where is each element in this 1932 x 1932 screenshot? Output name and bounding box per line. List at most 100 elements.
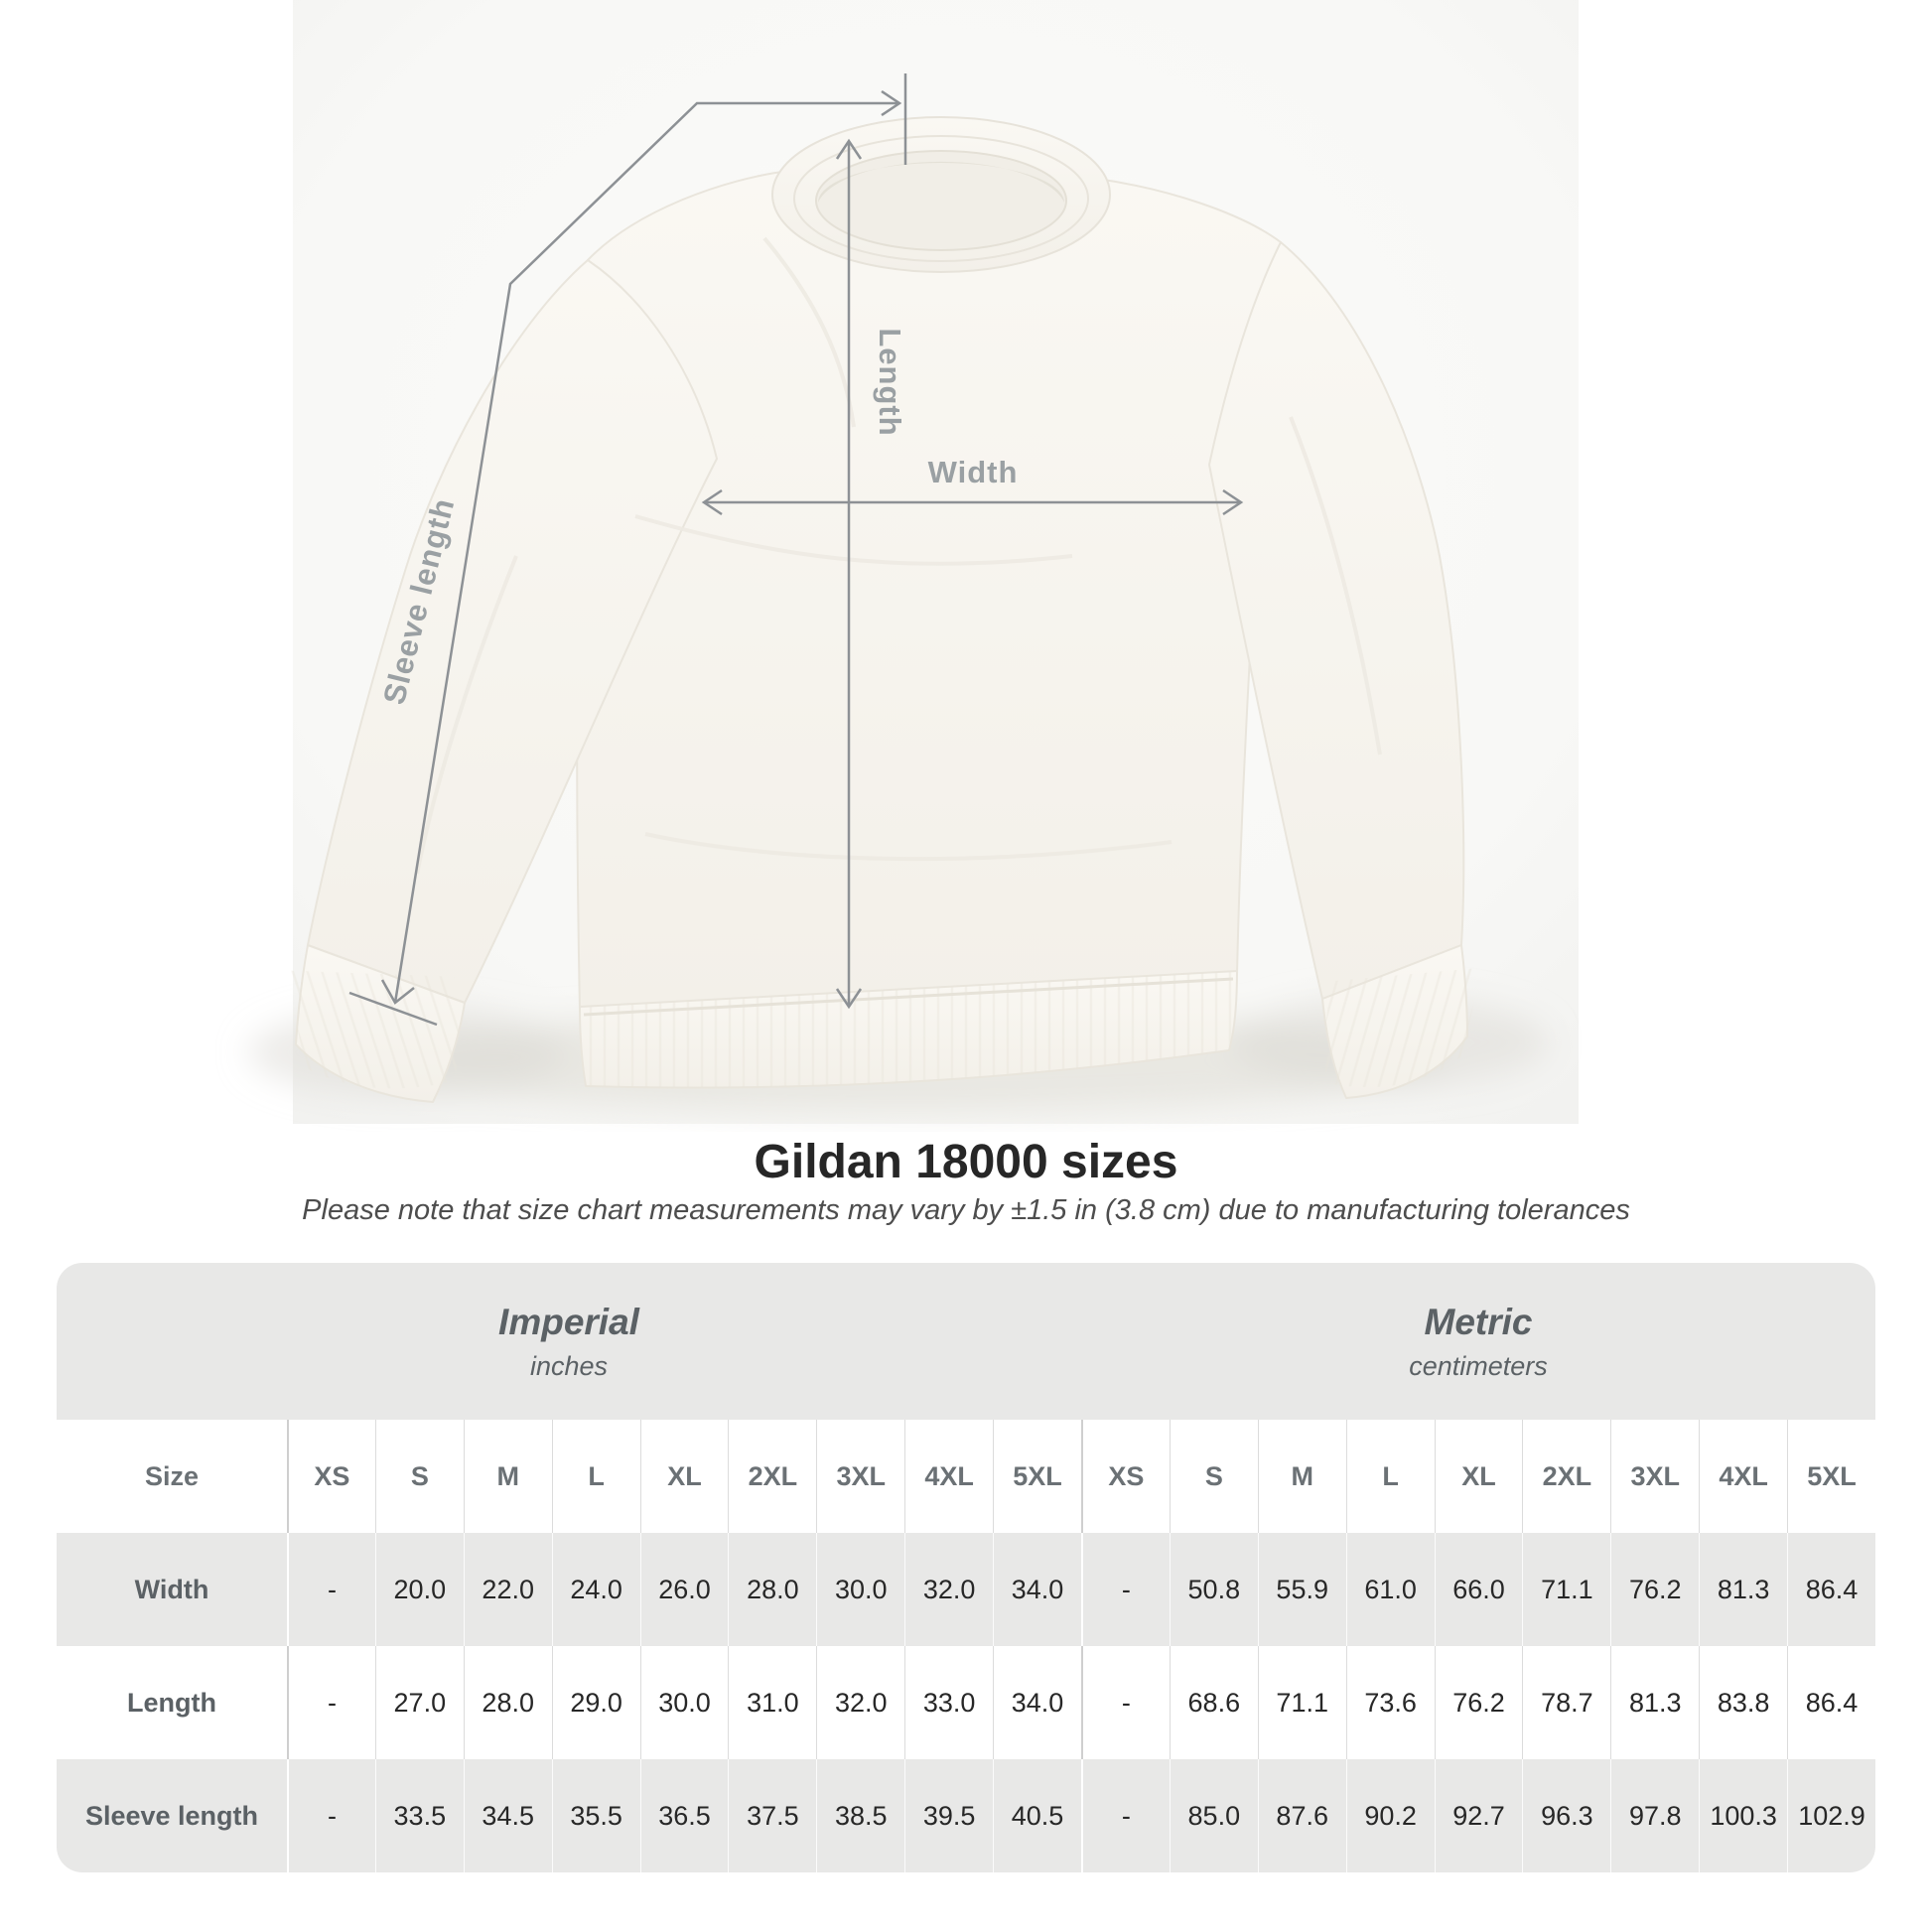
value-cell: 35.5 bbox=[551, 1759, 640, 1872]
value-cell: 81.3 bbox=[1699, 1533, 1787, 1646]
value-cell: 2XL bbox=[1522, 1420, 1610, 1533]
value-cell: 71.1 bbox=[1522, 1533, 1610, 1646]
value-cell: 31.0 bbox=[728, 1646, 816, 1759]
size-table: Imperial inches Metric centimeters Size X… bbox=[57, 1263, 1875, 1872]
value-cell: - bbox=[287, 1759, 375, 1872]
value-cell: 40.5 bbox=[993, 1759, 1081, 1872]
value-cell: 100.3 bbox=[1699, 1759, 1787, 1872]
value-cell: 97.8 bbox=[1610, 1759, 1699, 1872]
sweatshirt-illustration bbox=[287, 116, 1480, 1103]
collar bbox=[771, 116, 1111, 273]
value-cell: 2XL bbox=[728, 1420, 816, 1533]
value-cell: 90.2 bbox=[1345, 1759, 1435, 1872]
value-cell: 102.9 bbox=[1787, 1759, 1875, 1872]
value-cell: 34.5 bbox=[463, 1759, 552, 1872]
row-label-cell: Size bbox=[144, 1460, 200, 1491]
value-cell: 76.2 bbox=[1610, 1533, 1699, 1646]
value-cell: 37.5 bbox=[728, 1759, 816, 1872]
width-measure-line bbox=[701, 488, 1244, 516]
value-cell: 32.0 bbox=[816, 1646, 904, 1759]
value-cell: 5XL bbox=[1787, 1420, 1875, 1533]
row-label-cell: Width bbox=[134, 1574, 209, 1604]
value-cell: 96.3 bbox=[1522, 1759, 1610, 1872]
fabric-creases bbox=[415, 236, 1382, 875]
value-cell: 30.0 bbox=[639, 1646, 729, 1759]
value-cell: 71.1 bbox=[1257, 1646, 1346, 1759]
left-cuff-rib-texture bbox=[287, 970, 459, 1089]
value-cell: 83.8 bbox=[1699, 1646, 1787, 1759]
value-cell: 87.6 bbox=[1257, 1759, 1346, 1872]
value-cell: S bbox=[374, 1420, 464, 1533]
value-cell: 39.5 bbox=[904, 1759, 993, 1872]
size-header-row: Size XS S M L XL 2XL 3XL 4XL 5XL XS S M L XL 2XL 3XL 4XL 5… bbox=[57, 1420, 1875, 1533]
value-cell: 86.4 bbox=[1787, 1533, 1875, 1646]
value-cell: 30.0 bbox=[816, 1533, 904, 1646]
page-title: Gildan 18000 sizes bbox=[754, 1136, 1178, 1188]
value-cell: 32.0 bbox=[904, 1533, 993, 1646]
value-cell: M bbox=[1257, 1420, 1346, 1533]
value-cell: 66.0 bbox=[1434, 1533, 1523, 1646]
value-cell: L bbox=[1345, 1420, 1435, 1533]
width-label: Width bbox=[928, 455, 1019, 489]
value-cell: 4XL bbox=[904, 1420, 993, 1533]
tolerance-note: Please note that size chart measurements… bbox=[302, 1194, 1630, 1226]
value-cell: 85.0 bbox=[1169, 1759, 1258, 1872]
value-cell: 5XL bbox=[993, 1420, 1081, 1533]
value-cell: 81.3 bbox=[1610, 1646, 1699, 1759]
garment-diagram: Length Width Sleeve length bbox=[248, 0, 1579, 1124]
value-cell: - bbox=[287, 1646, 375, 1759]
value-cell: 78.7 bbox=[1522, 1646, 1610, 1759]
value-cell: 24.0 bbox=[551, 1533, 640, 1646]
value-cell: 27.0 bbox=[374, 1646, 464, 1759]
value-cell: 61.0 bbox=[1345, 1533, 1435, 1646]
size-table-body: Size XS S M L XL 2XL 3XL 4XL 5XL XS S M L XL 2XL 3XL 4XL 5… bbox=[57, 1420, 1875, 1872]
hem-seam bbox=[583, 977, 1234, 1017]
value-cell: 76.2 bbox=[1434, 1646, 1523, 1759]
value-cell: 26.0 bbox=[639, 1533, 729, 1646]
value-cell: 3XL bbox=[816, 1420, 904, 1533]
hem-rib-texture bbox=[580, 971, 1237, 1088]
sleeve-length-measure-line bbox=[348, 73, 907, 1027]
row-label-cell: Length bbox=[127, 1687, 216, 1718]
value-cell: XL bbox=[1434, 1420, 1523, 1533]
sweatshirt-body bbox=[576, 170, 1282, 1012]
measure-row: Length -27.0 28.0 29.0 30.0 31.0 32.0 33.0 34.0-… bbox=[57, 1646, 1875, 1759]
value-cell: 28.0 bbox=[728, 1533, 816, 1646]
imperial-group-unit: inches bbox=[529, 1350, 609, 1381]
metric-group-title: Metric bbox=[1424, 1301, 1533, 1342]
value-cell: 28.0 bbox=[463, 1646, 552, 1759]
value-cell: 86.4 bbox=[1787, 1646, 1875, 1759]
value-cell: XL bbox=[639, 1420, 729, 1533]
value-cell: L bbox=[551, 1420, 640, 1533]
length-label: Length bbox=[873, 328, 907, 436]
value-cell: 50.8 bbox=[1169, 1533, 1258, 1646]
unit-group-header-row: Imperial inches Metric centimeters bbox=[57, 1263, 1875, 1420]
row-label-cell: Sleeve length bbox=[84, 1800, 259, 1831]
value-cell: 36.5 bbox=[639, 1759, 729, 1872]
value-cell: 29.0 bbox=[551, 1646, 640, 1759]
value-cell: 73.6 bbox=[1345, 1646, 1435, 1759]
value-cell: XS bbox=[287, 1420, 375, 1533]
value-cell: 55.9 bbox=[1257, 1533, 1346, 1646]
metric-group-unit: centimeters bbox=[1409, 1350, 1548, 1381]
value-cell: - bbox=[1080, 1759, 1170, 1872]
value-cell: 34.0 bbox=[993, 1533, 1081, 1646]
right-cuff-rib-texture bbox=[1324, 967, 1480, 1088]
measurement-overlay bbox=[348, 73, 1244, 1027]
length-measure-line bbox=[835, 138, 863, 1010]
measure-row: Sleeve length -33.5 34.5 35.5 36.5 37.5 38.5 39… bbox=[57, 1759, 1875, 1872]
measure-row: Width -20.0 22.0 24.0 26.0 28.0 30.0 32.0 34.0-5… bbox=[57, 1533, 1875, 1646]
value-cell: 20.0 bbox=[374, 1533, 464, 1646]
value-cell: 33.5 bbox=[374, 1759, 464, 1872]
imperial-group-header: Imperial inches bbox=[57, 1263, 1081, 1420]
value-cell: XS bbox=[1080, 1420, 1170, 1533]
value-cell: 33.0 bbox=[904, 1646, 993, 1759]
value-cell: S bbox=[1169, 1420, 1258, 1533]
value-cell: - bbox=[1080, 1533, 1170, 1646]
value-cell: 68.6 bbox=[1169, 1646, 1258, 1759]
value-cell: - bbox=[1080, 1646, 1170, 1759]
value-cell: 3XL bbox=[1610, 1420, 1699, 1533]
value-cell: 22.0 bbox=[463, 1533, 552, 1646]
value-cell: 92.7 bbox=[1434, 1759, 1523, 1872]
